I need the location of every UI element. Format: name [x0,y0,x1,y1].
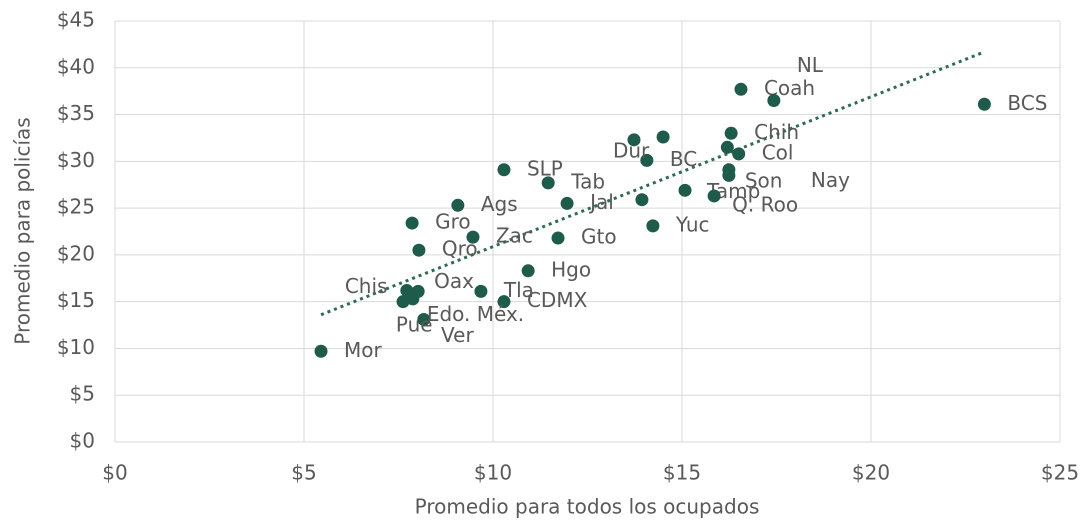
point-label: BC [670,147,697,171]
y-tick-label: $45 [57,8,95,32]
point-label: Pue [396,312,433,336]
data-point [466,230,480,244]
point-label: Yuc [675,212,710,236]
point-label: NL [797,53,824,77]
x-tick-label: $0 [102,461,127,485]
point-label: Ags [481,192,518,216]
point-label: Q. Roo [732,192,798,216]
y-tick-label: $10 [57,335,95,359]
data-point [720,140,734,154]
y-tick-label: $40 [57,54,95,78]
data-point [724,126,738,140]
point-label: Son [745,168,783,192]
data-point [977,97,991,111]
x-tick-label: $5 [291,461,316,485]
data-point [521,264,535,278]
point-label: SLP [527,156,563,180]
point-label: Gro [435,210,471,234]
point-label: Chis [345,274,388,298]
point-label: Nay [811,168,850,192]
data-point [412,243,426,257]
y-tick-label: $20 [57,241,95,265]
data-point [396,295,410,309]
data-point [551,231,565,245]
trendline [320,50,985,317]
data-point [417,312,431,326]
data-point [541,176,555,190]
data-point [406,292,420,306]
y-tick-label: $25 [57,195,95,219]
point-label: Col [762,140,794,164]
data-point [560,196,574,210]
data-point [678,183,692,197]
data-point [767,94,781,108]
data-point [734,82,748,96]
point-label: Edo. Méx. [427,302,524,326]
point-label: Gto [581,225,617,249]
x-tick-label: $25 [1041,461,1079,485]
point-label: Mor [344,338,382,362]
data-point [707,189,721,203]
y-tick-label: $0 [70,429,95,453]
point-label: Ver [441,323,474,347]
data-point [627,133,641,147]
point-label: Hgo [551,257,591,281]
data-point [474,284,488,298]
x-tick-label: $20 [852,461,890,485]
y-tick-label: $35 [57,101,95,125]
data-point [451,198,465,212]
data-point [732,147,746,161]
data-point [722,168,736,182]
point-label: Dur [613,138,650,162]
x-tick-label: $15 [663,461,701,485]
data-point [646,219,660,233]
data-point [640,153,654,167]
y-tick-label: $15 [57,288,95,312]
data-point [497,295,511,309]
x-tick-label: $10 [474,461,512,485]
data-point [405,216,419,230]
y-tick-label: $30 [57,148,95,172]
point-label: CDMX [527,288,588,312]
data-point [314,344,328,358]
point-label: BCS [1007,91,1047,115]
data-point [656,130,670,144]
y-axis-label: Promedio para policías [11,117,35,344]
x-axis-label: Promedio para todos los ocupados [415,495,760,519]
data-point [635,193,649,207]
point-label: Jal [588,190,614,214]
point-label: Tab [570,169,605,193]
point-label: Chih [754,120,799,144]
y-tick-label: $5 [70,382,95,406]
point-label: Zac [496,224,533,248]
point-label: Oax [434,269,474,293]
data-point [497,163,511,177]
point-label: Qro [442,237,478,261]
